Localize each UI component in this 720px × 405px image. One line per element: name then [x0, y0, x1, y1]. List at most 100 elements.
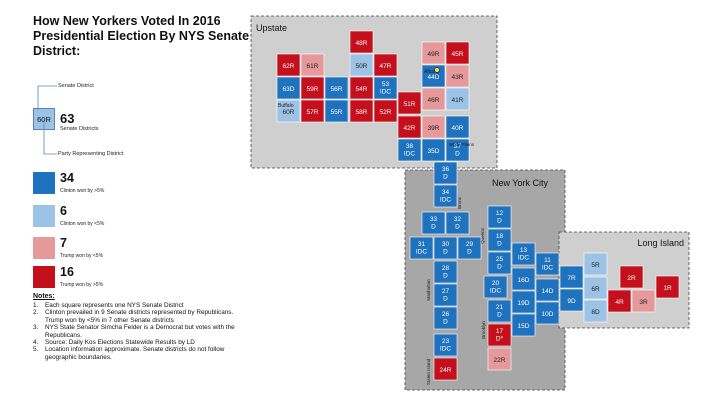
district-label: 31 IDC	[416, 241, 428, 256]
district-tile: 17 D*	[487, 323, 512, 347]
district-label: 3R	[639, 299, 648, 306]
note-item: 4. Source: Daily Kos Elections Statewide …	[33, 339, 195, 347]
district-tile: 50R	[349, 53, 374, 77]
district-label: 63D	[283, 86, 295, 93]
district-tile: 1R	[655, 275, 680, 299]
party-annotation: Party Representing District	[58, 151, 124, 157]
district-tile: 27 D	[433, 283, 458, 307]
district-square	[373, 99, 398, 123]
district-tile: 63D	[276, 76, 301, 100]
region-label: Upstate	[256, 23, 287, 33]
district-square	[324, 99, 349, 123]
district-square	[559, 265, 584, 289]
legend-swatch	[33, 266, 55, 288]
district-label: 48R	[356, 40, 368, 47]
district-square	[445, 211, 470, 235]
district-label: 34 IDC	[440, 189, 452, 204]
district-square	[421, 41, 446, 65]
place-label: Albany	[424, 69, 440, 75]
district-label: 46R	[428, 97, 440, 104]
district-square	[487, 299, 512, 323]
district-label: 44D	[428, 74, 440, 81]
district-tile: 19D	[511, 290, 536, 314]
district-label: 36 D	[442, 166, 450, 181]
district-square	[511, 267, 536, 291]
district-square	[349, 76, 374, 100]
district-label: 26 D	[442, 311, 450, 326]
district-square	[433, 357, 458, 381]
district-square	[433, 236, 458, 260]
district-tile: 39R	[421, 115, 446, 139]
district-tile: 55R	[324, 99, 349, 123]
legend-count: 6	[60, 204, 67, 218]
district-square	[511, 242, 536, 266]
district-tile: 33 D	[421, 211, 446, 235]
district-label: 16D	[518, 277, 530, 284]
district-label: 2R	[627, 275, 636, 282]
district-label: 35D	[428, 148, 440, 155]
district-tile: 57R	[300, 99, 325, 123]
notes-list: 1. Each square represents one NYS Senate …	[33, 302, 248, 361]
district-label: 25 D	[496, 256, 504, 271]
district-square	[276, 53, 301, 77]
district-tile: 9D	[559, 288, 584, 312]
district-label: 33 D	[430, 216, 438, 231]
district-square	[433, 306, 458, 330]
district-label: 8D	[591, 309, 600, 316]
district-tile: 40R	[445, 115, 470, 139]
district-tile: 21 D	[487, 299, 512, 323]
district-label: 47R	[380, 63, 392, 70]
district-tile: 20 IDC	[483, 275, 508, 299]
district-square	[511, 313, 536, 337]
district-label: 29 D	[466, 241, 474, 256]
district-label: 15D	[518, 323, 530, 330]
district-label: 20 IDC	[490, 280, 502, 295]
legend-count: 7	[60, 236, 67, 250]
district-label: 52R	[380, 109, 392, 116]
district-tile: 3R	[631, 289, 656, 313]
district-square	[324, 76, 349, 100]
legend-count: 16	[60, 265, 74, 279]
district-tile: 61R	[300, 53, 325, 77]
district-tile: 46R	[421, 87, 446, 111]
district-tile: 37 D	[445, 138, 470, 162]
district-label: 19D	[518, 300, 530, 307]
district-square	[607, 289, 632, 313]
legend-swatch	[33, 237, 55, 259]
district-tile: 30 D	[433, 236, 458, 260]
district-tile: 12 D	[487, 205, 512, 229]
district-label: 39R	[428, 125, 440, 132]
district-square	[445, 41, 470, 65]
district-tile: 32 D	[445, 211, 470, 235]
district-tile: 5R	[583, 252, 608, 276]
district-square	[300, 53, 325, 77]
district-square	[487, 205, 512, 229]
district-tile: 45R	[445, 41, 470, 65]
place-label: Manhattan	[426, 279, 431, 301]
district-square	[559, 288, 584, 312]
district-label: 49R	[428, 51, 440, 58]
district-square	[397, 115, 422, 139]
district-label: 23 IDC	[440, 338, 452, 353]
region-label: Long Island	[637, 238, 684, 248]
district-tile: 26 D	[433, 306, 458, 330]
district-label: 62R	[283, 63, 295, 70]
district-tile: 43R	[445, 64, 470, 88]
district-label: 24R	[440, 367, 452, 374]
district-square	[300, 99, 325, 123]
district-square	[445, 64, 470, 88]
legend-label: Trump won by <5%	[60, 253, 104, 259]
district-tile: 29 D	[457, 236, 482, 260]
legend-label: Clinton won by <5%	[60, 221, 105, 227]
total-districts-label: Senate Districts	[60, 126, 99, 132]
albany-marker-icon	[434, 67, 440, 73]
district-label: 56R	[331, 86, 343, 93]
district-square	[349, 53, 374, 77]
district-square	[583, 252, 608, 276]
district-label: 57R	[307, 109, 319, 116]
district-square	[397, 138, 422, 162]
district-tile: 59R	[300, 76, 325, 100]
district-square	[445, 138, 470, 162]
